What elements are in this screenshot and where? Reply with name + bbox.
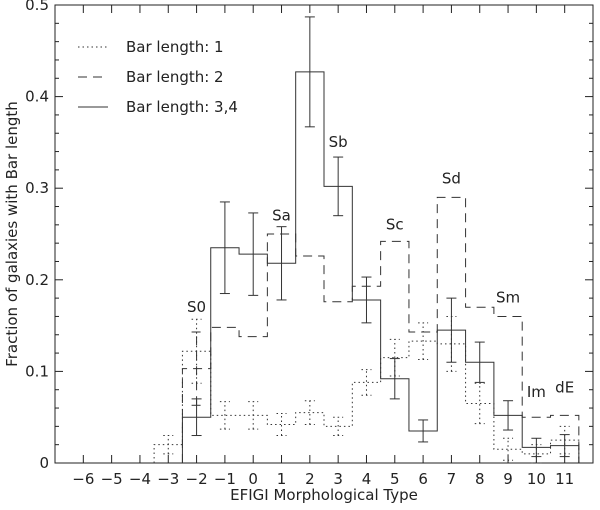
type-annotation: Im (527, 383, 546, 401)
x-tick-label: 4 (362, 470, 372, 488)
x-tick-label: −3 (157, 470, 179, 488)
x-tick-label: 1 (277, 470, 287, 488)
type-annotation: dE (555, 378, 574, 396)
x-tick-label: −5 (101, 470, 123, 488)
x-tick-label: 9 (503, 470, 513, 488)
x-tick-label: 2 (305, 470, 315, 488)
x-tick-label: 11 (555, 470, 574, 488)
type-annotation: Sm (496, 289, 520, 307)
y-tick-label: 0.1 (25, 362, 49, 380)
legend-label: Bar length: 3,4 (126, 98, 238, 116)
y-tick-label: 0.5 (25, 0, 49, 14)
series-dotted (153, 315, 580, 464)
x-tick-label: 0 (248, 470, 258, 488)
series-line (153, 340, 580, 463)
x-tick-label: −1 (214, 470, 236, 488)
legend-label: Bar length: 1 (126, 38, 224, 56)
x-axis-label: EFIGI Morphological Type (230, 486, 418, 504)
legend-label: Bar length: 2 (126, 68, 224, 86)
y-tick-label: 0.4 (25, 88, 49, 106)
x-tick-label: 3 (333, 470, 343, 488)
x-tick-label: 7 (447, 470, 457, 488)
type-annotation: Sc (386, 215, 404, 233)
x-axis: −6 −5 −4 −3 −2 −1 0 1 2 3 4 5 6 7 8 9 10 11 (72, 5, 574, 488)
series-line (181, 196, 580, 463)
y-axis-label: Fraction of galaxies with Bar length (3, 101, 21, 367)
legend: Bar length: 1 Bar length: 2 Bar length: 3,… (78, 38, 238, 116)
y-tick-label: 0.2 (25, 271, 49, 289)
x-tick-label: −6 (72, 470, 94, 488)
series-line (181, 71, 580, 463)
y-tick-label: 0 (39, 454, 49, 472)
x-tick-label: 5 (390, 470, 400, 488)
type-annotation: Sb (329, 133, 348, 151)
annotations: S0 Sa Sb Sc Sd Sm Im dE (187, 133, 574, 401)
type-annotation: Sd (442, 170, 461, 188)
y-axis: 0 0.1 0.2 0.3 0.4 0.5 (25, 0, 593, 472)
type-annotation: S0 (187, 298, 206, 316)
x-tick-label: 10 (527, 470, 546, 488)
y-tick-label: 0.3 (25, 179, 49, 197)
series-solid (181, 16, 580, 463)
x-tick-label: −2 (186, 470, 208, 488)
x-tick-label: −4 (129, 470, 151, 488)
x-tick-label: 6 (418, 470, 428, 488)
type-annotation: Sa (272, 206, 291, 224)
series-layer (153, 16, 580, 464)
x-tick-label: 8 (475, 470, 485, 488)
plot-frame (54, 4, 594, 464)
